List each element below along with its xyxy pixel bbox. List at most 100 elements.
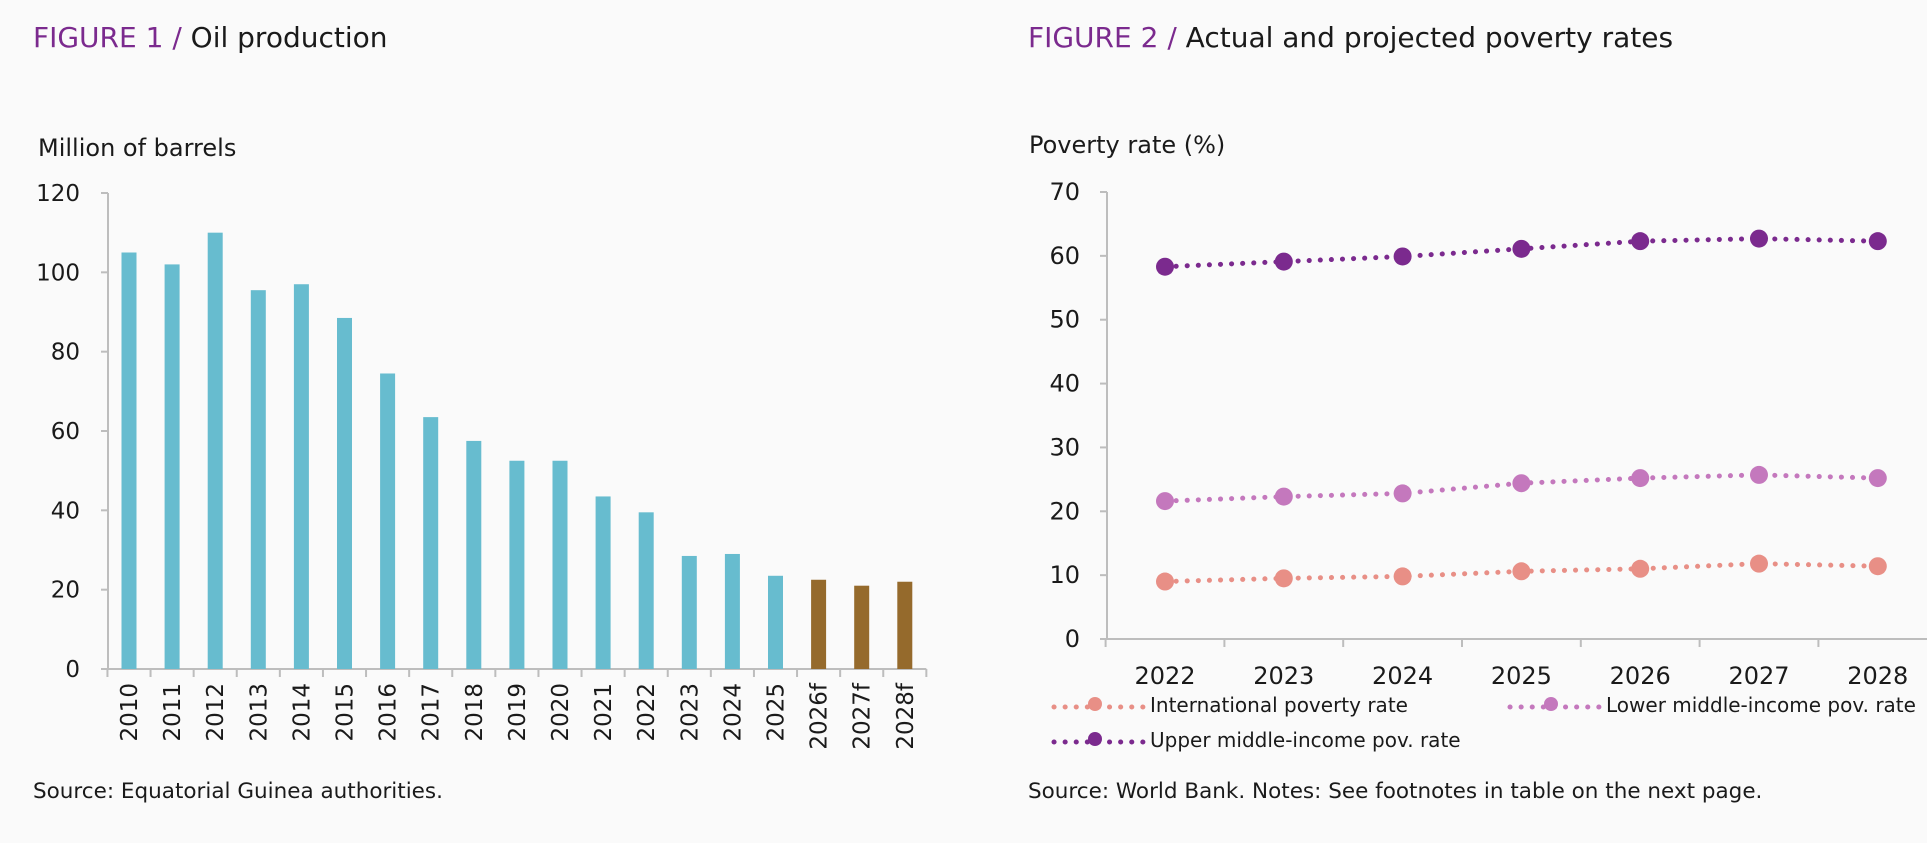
y-tick-label: 70 [1049,178,1080,206]
x-tick-label: 2025 [1491,662,1552,690]
figure2-y-unit: Poverty rate (%) [1029,131,1226,159]
x-tick-label: 2019 [505,683,531,742]
data-point [1512,239,1531,258]
data-point [1274,487,1293,506]
x-tick-label: 2027 [1728,662,1789,690]
x-tick-label: 2017 [419,683,445,742]
figure2-title: FIGURE 2 / Actual and projected poverty … [1028,18,1673,58]
y-tick-label: 20 [51,578,80,604]
y-tick-label: 60 [1049,242,1080,270]
bar [423,417,439,669]
data-point [1750,465,1768,484]
data-point [1393,567,1412,586]
x-tick-label: 2011 [160,683,186,742]
y-tick-label: 0 [65,657,80,683]
x-tick-label: 2023 [677,683,703,742]
legend-marker [1544,697,1558,711]
legend-item-lower-middle: Lower middle-income pov. rate [1506,693,1916,717]
bar [552,460,568,669]
data-point [1631,469,1650,488]
legend-marker [1088,732,1102,746]
data-point [1631,559,1650,578]
series-lower-middle-income-pov-rate [1156,465,1887,511]
forecast-bar [897,581,913,669]
bar [509,460,525,669]
y-tick-label: 100 [36,260,80,286]
x-tick-label: 2013 [246,683,272,742]
bar [293,284,309,669]
data-point [1631,232,1650,251]
forecast-bar [854,585,870,669]
legend-item-upper-middle: Upper middle-income pov. rate [1050,728,1461,752]
bar [121,252,137,669]
data-point [1750,554,1768,573]
figure1-name: Oil production [190,21,388,54]
y-tick-label: 50 [1049,306,1080,334]
y-tick-label: 40 [51,498,80,524]
x-tick-label: 2010 [117,683,143,742]
x-tick-label: 2028f [893,682,919,750]
data-point [1156,492,1174,511]
legend-label-upper-middle: Upper middle-income pov. rate [1150,728,1461,752]
x-tick-label: 2024 [1372,662,1433,690]
data-point [1393,247,1412,266]
y-tick-label: 20 [1049,497,1080,525]
legend-swatch-international [1051,697,1149,711]
x-tick-label: 2014 [289,683,315,742]
data-point [1868,469,1887,488]
y-tick-label: 60 [51,419,80,445]
series-international-poverty-rate [1156,554,1887,591]
x-tick-label: 2022 [1134,662,1195,690]
figure1-y-unit: Million of barrels [38,134,237,162]
bar [207,232,223,669]
data-point [1393,484,1412,503]
y-tick-label: 120 [36,181,80,207]
x-tick-label: 2027f [850,682,876,750]
x-tick-label: 2016 [376,683,402,742]
data-point [1868,232,1887,251]
data-point [1274,569,1293,588]
legend-label-international: International poverty rate [1150,693,1408,717]
bar [638,512,654,669]
figure1-source: Source: Equatorial Guinea authorities. [33,779,443,804]
x-tick-label: 2018 [462,683,488,742]
x-tick-label: 2015 [333,683,359,742]
y-tick-label: 80 [51,340,80,366]
bar [724,553,740,669]
data-point [1512,562,1531,581]
legend-item-international: International poverty rate [1050,693,1408,717]
x-tick-label: 2026f [807,682,833,750]
x-tick-label: 2020 [548,683,574,742]
y-tick-label: 0 [1065,625,1080,653]
y-tick-label: 40 [1049,370,1080,398]
bar [250,290,266,669]
bar [466,440,482,669]
x-tick-label: 2022 [634,683,660,742]
data-point [1274,252,1293,271]
y-tick-label: 10 [1049,561,1080,589]
figure2-name: Actual and projected poverty rates [1185,21,1674,54]
x-tick-label: 2025 [764,683,790,742]
x-tick-label: 2024 [720,683,746,742]
x-tick-label: 2012 [203,683,229,742]
bar [380,373,396,669]
bar [164,264,180,669]
figure1-title: FIGURE 1 / Oil production [33,18,388,58]
x-tick-label: 2023 [1253,662,1314,690]
figure2-number: FIGURE 2 / [1028,21,1177,54]
figure2-source: Source: World Bank. Notes: See footnotes… [1028,779,1763,804]
x-tick-label: 2021 [591,683,617,742]
data-point [1156,257,1174,276]
bar [337,317,352,669]
figure1-number: FIGURE 1 / [33,21,182,54]
oil-production-bar-chart: 0 20 40 60 80 100 120 2010 2011 2012 2013 2014 2015 2… [36,181,928,750]
legend-swatch-upper-middle [1051,732,1149,746]
bar [768,575,783,669]
legend-swatch-lower-middle [1507,697,1605,711]
data-point [1156,572,1174,591]
x-tick-label: 2028 [1847,662,1908,690]
poverty-rates-line-chart: 0 10 20 30 40 50 60 70 2022 2023 2024 2025 2026 2027 2… [1049,178,1927,690]
legend-label-lower-middle: Lower middle-income pov. rate [1606,693,1916,717]
data-point [1512,474,1531,493]
data-point [1750,229,1768,248]
